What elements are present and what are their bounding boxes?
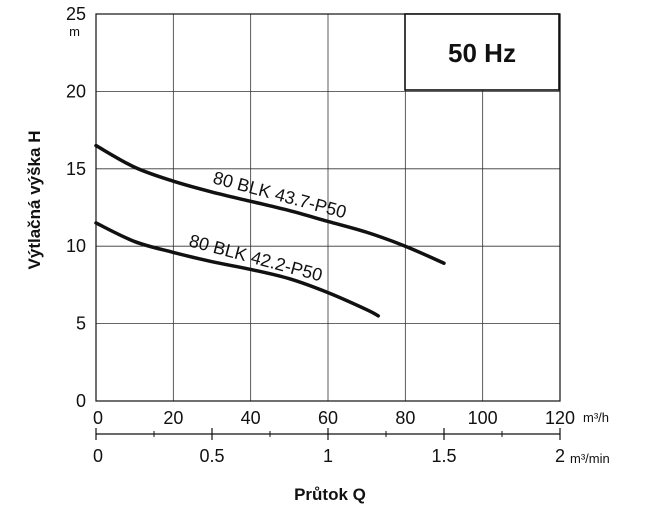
x2-tick-label: 1.5 xyxy=(431,446,456,466)
x-tick-label: 40 xyxy=(241,408,261,428)
x-tick-label: 0 xyxy=(93,408,103,428)
y-axis-title: Výtlačná výška H xyxy=(25,131,44,270)
x2-tick-label: 0.5 xyxy=(199,446,224,466)
frequency-badge-box xyxy=(404,13,560,91)
y-tick-label: 20 xyxy=(66,81,86,101)
y-tick-labels: 0 5 10 15 20 25 xyxy=(66,4,86,411)
x-tick-label: 20 xyxy=(163,408,183,428)
x-tick-label: 60 xyxy=(318,408,338,428)
y-tick-label: 25 xyxy=(66,4,86,24)
x2-tick-label: 0 xyxy=(93,446,103,466)
x-unit-label: m³/h xyxy=(583,410,609,425)
x2-tick-label: 1 xyxy=(323,446,333,466)
plot-frame xyxy=(95,13,561,402)
plot-border xyxy=(95,13,561,402)
x-tick-labels: 0 20 40 60 80 100 120 xyxy=(93,408,575,428)
series-line xyxy=(94,221,381,318)
y-tick-label: 5 xyxy=(76,314,86,334)
series-line xyxy=(94,143,446,265)
frequency-badge: 50 Hz xyxy=(404,13,560,91)
y-unit-label: m xyxy=(69,24,80,39)
y-tick-label: 0 xyxy=(76,391,86,411)
secondary-x-axis: 0 0.5 1 1.5 2 xyxy=(93,428,565,466)
y-tick-label: 10 xyxy=(66,236,86,256)
x2-tick-label: 2 xyxy=(555,446,565,466)
chart-title: 50 Hz xyxy=(448,38,516,68)
x-axis-title: Průtok Q xyxy=(294,485,366,504)
x-tick-label: 80 xyxy=(395,408,415,428)
x-tick-label: 120 xyxy=(545,408,575,428)
series-label: 80 BLK 42.2-P50 xyxy=(187,231,325,286)
x-tick-label: 100 xyxy=(468,408,498,428)
y-tick-label: 15 xyxy=(66,159,86,179)
x2-unit-label: m³/min xyxy=(570,451,610,466)
